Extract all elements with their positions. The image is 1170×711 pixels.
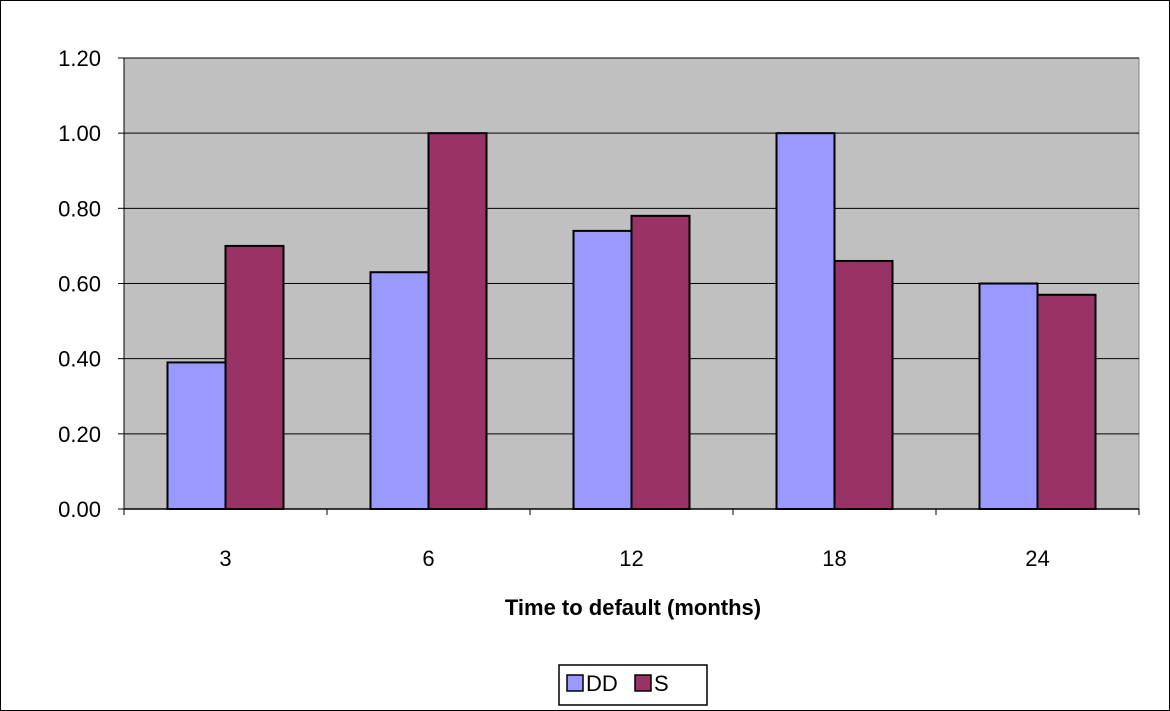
- bar-dd-3: [166, 361, 227, 510]
- y-tick-label: 0.60: [58, 272, 101, 297]
- gridlines: [124, 57, 1139, 435]
- y-tick-label: 1.00: [58, 121, 101, 146]
- y-tick-label: 0.40: [58, 347, 101, 372]
- x-axis-label: Time to default (months): [505, 595, 761, 620]
- bar-s-24: [1036, 293, 1097, 510]
- legend-swatch-dd: [566, 674, 584, 692]
- y-tick-label: 0.80: [58, 196, 101, 221]
- bar-s-6: [427, 132, 488, 511]
- y-tick-label: 0.20: [58, 422, 101, 447]
- bar-dd-24: [978, 282, 1039, 510]
- axes: 0.00 0.20 0.40 0.60 0.80 1.00 1.20 3 6 12 18 24: [58, 46, 1140, 571]
- x-tick-label: 18: [822, 546, 846, 571]
- bar-s-12: [630, 214, 691, 510]
- bar-s-18: [833, 259, 894, 511]
- bar-dd-12: [572, 229, 633, 510]
- y-tick-label: 1.20: [58, 46, 101, 71]
- x-tick-label: 3: [219, 546, 231, 571]
- legend-swatch-s: [634, 674, 652, 692]
- bar-dd-6: [369, 271, 430, 510]
- legend: DD S: [558, 664, 708, 706]
- y-tick-label: 0.00: [58, 497, 101, 522]
- x-tick-label: 12: [619, 546, 643, 571]
- x-tick-label: 6: [422, 546, 434, 571]
- legend-label-s: S: [654, 671, 669, 696]
- legend-label-dd: DD: [586, 671, 618, 696]
- x-tick-label: 24: [1025, 546, 1049, 571]
- bar-dd-18: [775, 132, 836, 511]
- bar-s-3: [224, 244, 285, 511]
- bars: [166, 132, 1097, 511]
